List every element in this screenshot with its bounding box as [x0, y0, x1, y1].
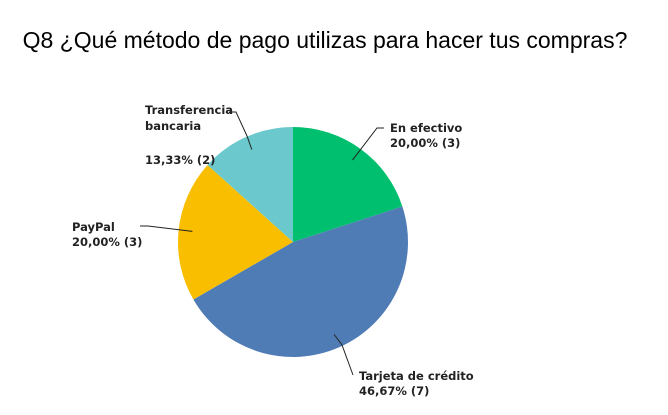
slice-label-transferencia-line1: Transferencia [145, 103, 233, 117]
slice-label-transferencia-line2: bancaria [145, 119, 201, 133]
leader-line-transferencia-bancaria [229, 111, 253, 150]
pie-slices [178, 126, 408, 357]
pie-slice-en-efectivo [293, 127, 403, 242]
slice-value-paypal: 20,00% (3) [72, 235, 142, 249]
pie-slice-paypal [178, 165, 293, 300]
slice-value-transferencia-bancaria: 13,33% (2) [145, 153, 215, 167]
slice-value-en-efectivo: 20,00% (3) [390, 136, 460, 150]
leader-line-tarjeta-de-credito [333, 334, 354, 376]
pie-slice-tarjeta-de-credito [193, 206, 408, 357]
leader-line-en-efectivo [352, 127, 384, 161]
pie-slice-transferencia-bancaria [207, 126, 293, 242]
slice-label-en-efectivo: En efectivo [390, 121, 462, 135]
leader-lines [140, 111, 384, 376]
slice-value-tarjeta-de-credito: 46,67% (7) [359, 384, 429, 398]
slice-label-paypal: PayPal [72, 220, 115, 234]
chart-title: Q8 ¿Qué método de pago utilizas para hac… [23, 27, 628, 53]
slice-label-tarjeta-de-credito: Tarjeta de crédito [359, 369, 474, 383]
leader-line-paypal [140, 225, 193, 232]
